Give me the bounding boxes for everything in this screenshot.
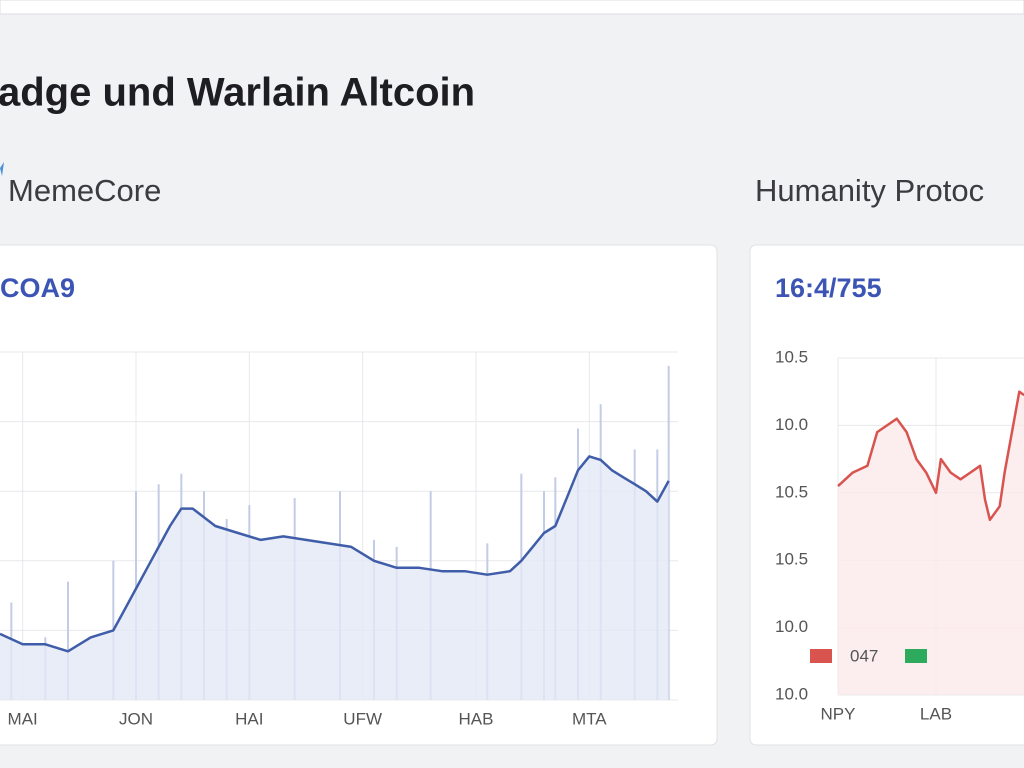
top-bar: [0, 0, 1024, 15]
y-tick-label: 10.5: [775, 482, 808, 501]
y-tick-label: 10.0: [775, 415, 808, 434]
legend-label: 047: [850, 646, 878, 665]
section-title: Humanity Protoc: [755, 173, 984, 208]
x-tick-label: NPY: [821, 704, 856, 723]
page-title: adge und Warlain Altcoin: [0, 71, 475, 115]
x-tick-label: MTA: [572, 709, 607, 728]
x-tick-label: UFW: [343, 709, 382, 728]
x-tick-label: HAI: [235, 709, 263, 728]
y-tick-label: 10.5: [775, 347, 808, 366]
legend-swatch: [810, 649, 832, 663]
x-tick-label: HAB: [459, 709, 494, 728]
price-label: COA9: [0, 273, 75, 303]
legend-swatch-extra: [905, 649, 927, 663]
x-tick-label: LAB: [920, 704, 952, 723]
area: [0, 456, 669, 700]
x-tick-label: MAI: [8, 709, 38, 728]
y-tick-label: 10.5: [775, 550, 808, 569]
area: [838, 391, 1024, 695]
y-tick-label: 10.0: [775, 684, 808, 703]
price-label: 16:4/755: [775, 273, 882, 303]
y-tick-label: 10.0: [775, 617, 808, 636]
charts: MAI JON HAI UFW HAB MTA 10.5 10.0 10.5 10.5 10.0 10…: [0, 347, 1024, 728]
line: [837, 390, 1024, 522]
section-title: MemeCore: [8, 173, 161, 208]
x-tick-label: JON: [119, 709, 153, 728]
coin-icon: [0, 162, 4, 176]
line: [0, 455, 670, 653]
